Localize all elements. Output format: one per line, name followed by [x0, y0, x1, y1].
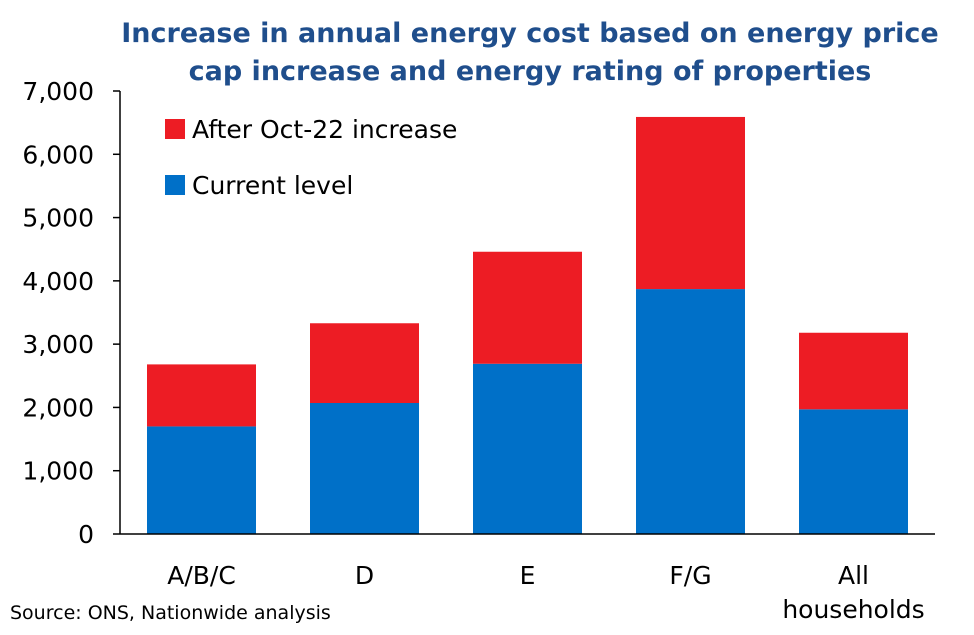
legend-swatch-current-level	[165, 175, 185, 195]
y-tick-label: 3,000	[22, 330, 94, 359]
y-tick-label: 6,000	[22, 140, 94, 169]
y-axis: 0 1,000 2,000 3,000 4,000 5,000 6,000 7,000	[22, 77, 121, 549]
legend-swatch-after-oct-22-increase	[165, 119, 185, 139]
bar-after-oct-22-increase-e	[473, 251, 582, 364]
y-tick-label: 5,000	[22, 204, 94, 233]
chart-title-line-1: Increase in annual energy cost based on …	[121, 18, 939, 49]
chart-title-line-2: cap increase and energy rating of proper…	[189, 56, 872, 87]
bar-current-level-all-households	[799, 409, 908, 534]
x-tick-label: All households	[782, 561, 924, 624]
x-tick-label: F/G	[669, 561, 711, 590]
source-note: Source: ONS, Nationwide analysis	[10, 602, 331, 624]
x-tick-label: E	[520, 561, 536, 590]
y-tick-label: 1,000	[22, 457, 94, 486]
x-tick-label: D	[355, 561, 374, 590]
legend-label-current-level: Current level	[192, 171, 353, 200]
legend-label-after-oct-22-increase: After Oct-22 increase	[192, 115, 457, 144]
y-tick-label: 2,000	[22, 393, 94, 422]
bar-after-oct-22-increase-f-g	[636, 116, 745, 290]
y-tick-label: 7,000	[22, 77, 94, 106]
bar-current-level-d	[310, 402, 419, 534]
legend: After Oct-22 increase Current level	[165, 115, 457, 200]
y-tick-label: 0	[78, 520, 94, 549]
bar-after-oct-22-increase-a-b-c	[147, 364, 256, 427]
x-tick-label: A/B/C	[167, 561, 236, 590]
y-tick-label: 4,000	[22, 267, 94, 296]
bar-current-level-f-g	[636, 289, 745, 534]
bar-current-level-e	[473, 363, 582, 534]
x-axis: A/B/C D E F/G All households	[120, 533, 935, 624]
bar-after-oct-22-increase-d	[310, 323, 419, 403]
bar-current-level-a-b-c	[147, 426, 256, 534]
bar-after-oct-22-increase-all-households	[799, 332, 908, 410]
bars	[147, 116, 908, 534]
